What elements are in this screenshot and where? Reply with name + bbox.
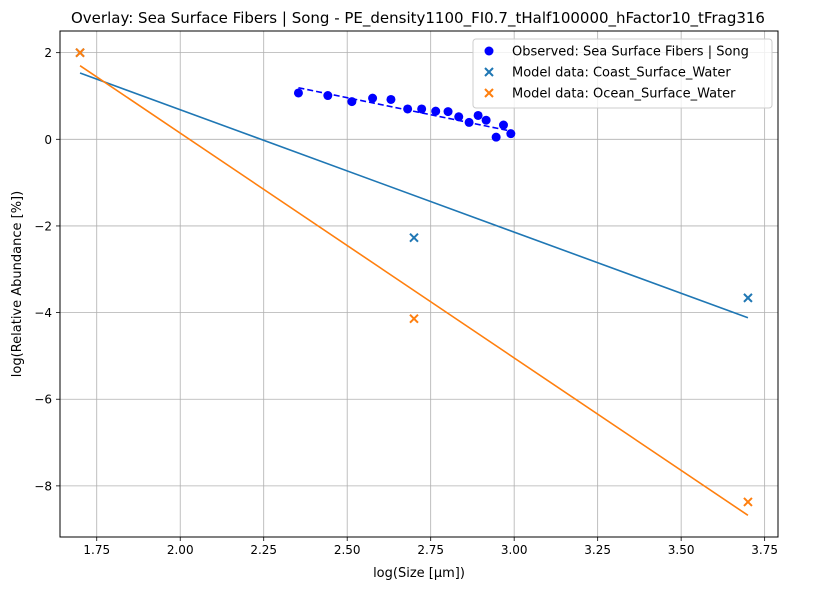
- data-point: [481, 115, 491, 125]
- chart-title: Overlay: Sea Surface Fibers | Song - PE_…: [71, 9, 765, 28]
- x-tick-label: 3.50: [668, 543, 695, 557]
- data-point: [431, 106, 441, 116]
- data-points: [75, 47, 753, 507]
- plot-area-frame: [59, 30, 779, 538]
- data-point: [293, 88, 303, 98]
- grid-lines: [60, 31, 778, 537]
- data-point: [743, 293, 753, 303]
- data-point: [454, 112, 464, 122]
- data-point: [403, 104, 413, 114]
- legend-label: Observed: Sea Surface Fibers | Song: [512, 45, 749, 60]
- data-point: [368, 93, 378, 103]
- legend-marker: [484, 67, 494, 77]
- x-tick-label: 2.25: [250, 543, 277, 557]
- legend-label: Model data: Ocean_Surface_Water: [512, 87, 736, 102]
- legend-box: [472, 38, 773, 109]
- data-point: [498, 120, 508, 130]
- axis-ticks: 1.75 2.00 2.25 2.50 2.75 3.00 3.25 3.50 3.75 2 0 −2…: [34, 46, 778, 557]
- fit-line: [79, 64, 749, 517]
- y-tick-label: −2: [34, 219, 52, 233]
- x-tick-label: 3.75: [751, 543, 778, 557]
- y-tick-label: 2: [44, 46, 52, 60]
- data-point: [506, 129, 516, 139]
- data-point: [347, 97, 357, 107]
- x-tick-label: 2.50: [334, 543, 361, 557]
- y-tick-label: −4: [34, 306, 52, 320]
- data-point: [409, 232, 419, 243]
- x-tick-label: 2.00: [167, 543, 194, 557]
- x-axis-label: log(Size [μm]): [373, 566, 465, 581]
- y-tick-label: −8: [34, 479, 52, 493]
- y-tick-label: 0: [44, 133, 52, 147]
- data-point: [417, 104, 427, 114]
- data-point: [743, 497, 753, 507]
- data-point: [464, 117, 474, 127]
- x-tick-label: 3.25: [584, 543, 611, 557]
- data-point: [409, 313, 419, 324]
- data-point: [473, 110, 483, 120]
- legend-marker: [484, 88, 494, 98]
- y-axis-label: log(Relative Abundance [%]): [10, 191, 25, 377]
- data-point: [386, 94, 396, 104]
- data-point: [443, 107, 453, 117]
- x-tick-label: 2.75: [417, 543, 444, 557]
- data-point: [323, 91, 333, 101]
- legend-label: Model data: Coast_Surface_Water: [512, 66, 731, 81]
- data-point: [75, 47, 85, 58]
- x-tick-label: 1.75: [83, 543, 110, 557]
- legend: Observed: Sea Surface Fibers | Song Model…: [472, 38, 773, 109]
- legend-marker: [484, 46, 494, 56]
- y-tick-label: −6: [34, 393, 52, 407]
- x-tick-label: 3.00: [501, 543, 528, 557]
- fit-line: [79, 72, 749, 319]
- data-point: [491, 132, 501, 142]
